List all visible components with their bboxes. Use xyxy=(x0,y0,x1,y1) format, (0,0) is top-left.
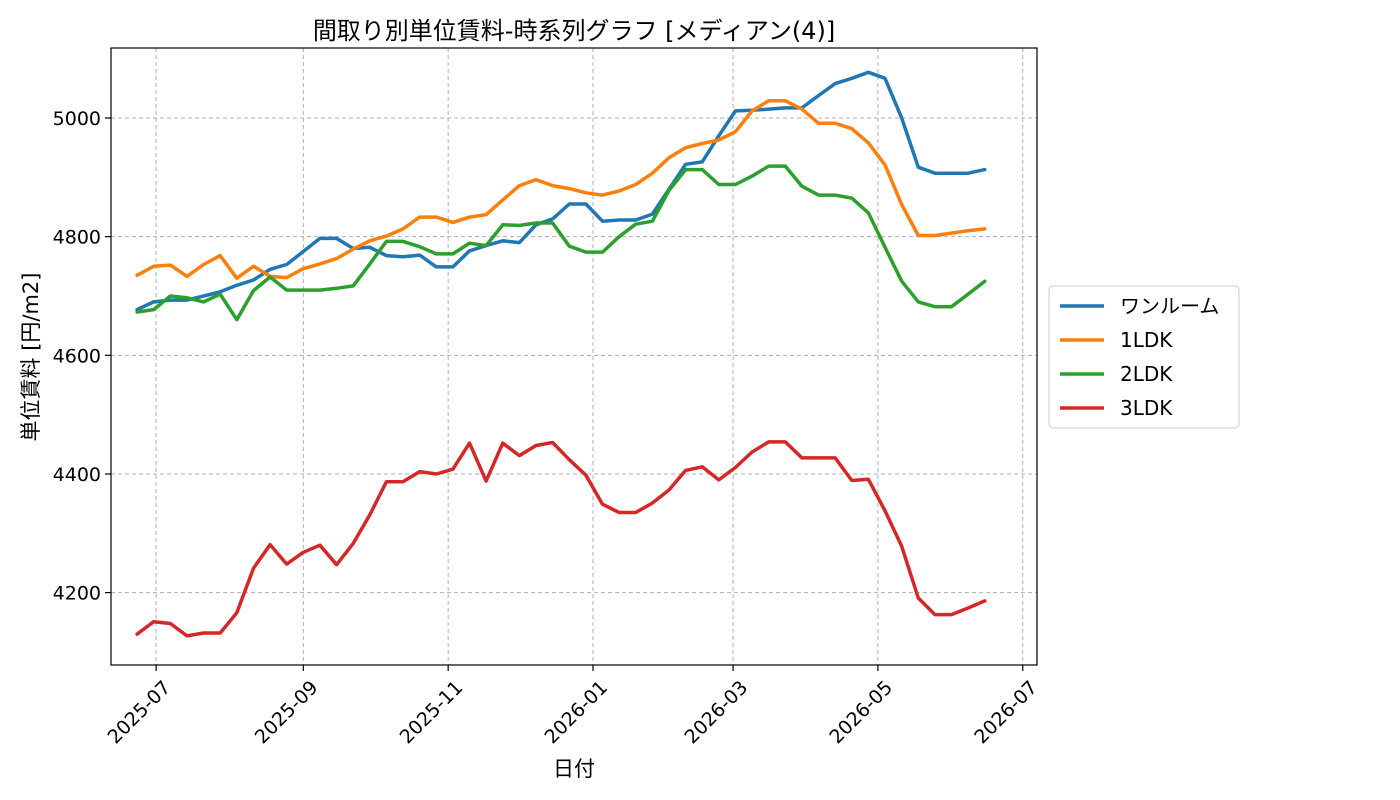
x-tick-label: 2025-09 xyxy=(251,677,323,749)
legend-label: 1LDK xyxy=(1120,328,1173,352)
x-tick-label: 2026-01 xyxy=(540,677,612,749)
series-line-1 xyxy=(135,70,987,312)
legend-label: ワンルーム xyxy=(1120,294,1219,318)
series-line-2 xyxy=(135,99,987,280)
y-axis-ticks: 4200 4400 4600 4800 5000 xyxy=(53,108,111,605)
y-tick-label: 5000 xyxy=(53,108,101,130)
chart-title: 間取り別単位賃料-時系列グラフ [メディアン(4)] xyxy=(313,17,835,45)
y-tick-label: 4400 xyxy=(53,464,101,486)
y-tick-label: 4600 xyxy=(53,345,101,367)
x-tick-label: 2026-07 xyxy=(970,677,1042,749)
legend-label: 3LDK xyxy=(1120,396,1173,420)
series-line-3 xyxy=(135,164,987,322)
x-axis-label: 日付 xyxy=(553,757,595,781)
plot-frame xyxy=(110,47,1038,666)
x-tick-label: 2025-11 xyxy=(396,677,468,749)
legend-box xyxy=(1048,285,1240,429)
y-axis-label: 単位賃料 [円/m2] xyxy=(19,273,43,442)
series-line-4 xyxy=(135,440,987,638)
y-tick-label: 4800 xyxy=(53,227,101,249)
x-tick-label: 2026-03 xyxy=(681,677,753,749)
series-lines xyxy=(135,70,987,638)
y-tick-label: 4200 xyxy=(53,583,101,605)
x-tick-label: 2026-05 xyxy=(825,677,897,749)
x-axis-ticks: 2025-07 2025-09 2025-11 2026-01 2026-03 2026-… xyxy=(104,665,1042,748)
legend: ワンルーム 1LDK 2LDK 3LDK xyxy=(1048,285,1240,429)
grid xyxy=(111,48,1037,665)
x-tick-label: 2025-07 xyxy=(104,677,176,749)
legend-label: 2LDK xyxy=(1120,362,1173,386)
